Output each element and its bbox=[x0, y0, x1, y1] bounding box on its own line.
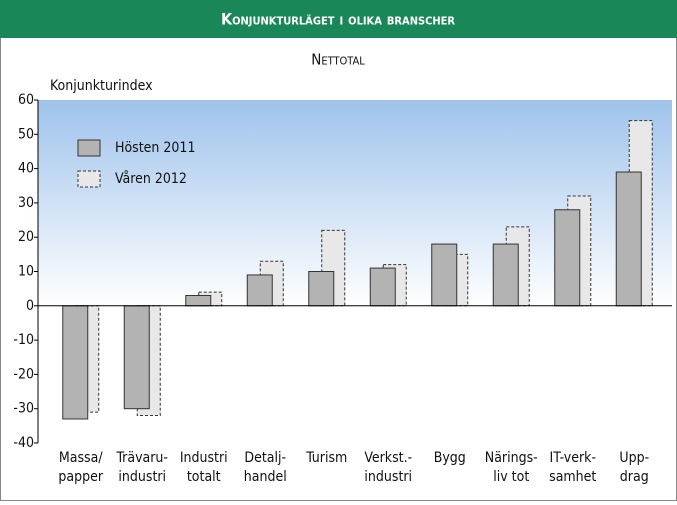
x-tick-label: Industri bbox=[180, 450, 228, 466]
x-tick-label: Verkst.- bbox=[364, 450, 412, 466]
x-tick-label: IT-verk- bbox=[549, 450, 596, 466]
legend-swatch bbox=[77, 170, 101, 188]
chart-subtitle: Nettotal bbox=[311, 51, 365, 69]
y-tick-label: 30 bbox=[18, 195, 34, 211]
bar bbox=[369, 267, 396, 307]
y-tick-label: 40 bbox=[18, 161, 34, 177]
bar bbox=[62, 305, 89, 420]
y-tick-label: 10 bbox=[18, 264, 34, 280]
x-tick-label: Detalj- bbox=[244, 450, 286, 466]
x-tick-label: Närings- bbox=[485, 450, 538, 466]
y-tick-label: -40 bbox=[13, 435, 34, 451]
y-axis-label: Konjunkturindex bbox=[50, 78, 153, 94]
x-tick-label: Upp- bbox=[619, 450, 649, 466]
x-tick-label: liv tot bbox=[493, 469, 529, 485]
bar bbox=[554, 209, 581, 307]
y-tick-label: -10 bbox=[13, 332, 34, 348]
chart-title: Konjunkturläget i olika branscher bbox=[221, 10, 455, 29]
x-tick-label: Trävaru- bbox=[116, 450, 168, 466]
legend-label: Våren 2012 bbox=[115, 170, 187, 187]
x-tick-label: industri bbox=[364, 469, 412, 485]
title-bar bbox=[0, 0, 677, 38]
x-tick-label: Bygg bbox=[434, 450, 466, 466]
y-tick-label: 60 bbox=[18, 92, 34, 108]
x-tick-label: samhet bbox=[549, 469, 596, 485]
x-tick-label: drag bbox=[620, 469, 649, 485]
bar bbox=[492, 243, 519, 307]
x-tick-label: totalt bbox=[187, 469, 221, 485]
legend-label: Hösten 2011 bbox=[115, 140, 195, 156]
x-tick-label: Turism bbox=[305, 450, 347, 466]
y-tick-label: 20 bbox=[18, 229, 34, 245]
legend-swatch bbox=[77, 139, 101, 157]
bar bbox=[185, 295, 212, 307]
y-tick-label: 50 bbox=[18, 126, 34, 142]
y-tick-label: -20 bbox=[13, 366, 34, 382]
y-tick-label: -30 bbox=[13, 401, 34, 417]
bar bbox=[246, 274, 273, 307]
x-tick-label: Massa/ bbox=[59, 450, 103, 466]
bar bbox=[308, 271, 335, 307]
y-tick-label: 0 bbox=[26, 298, 34, 314]
bar bbox=[431, 243, 458, 307]
bar bbox=[123, 305, 150, 410]
bar bbox=[615, 171, 642, 307]
x-tick-label: handel bbox=[244, 469, 287, 485]
x-tick-label: papper bbox=[58, 469, 103, 485]
x-tick-label: industri bbox=[118, 469, 166, 485]
